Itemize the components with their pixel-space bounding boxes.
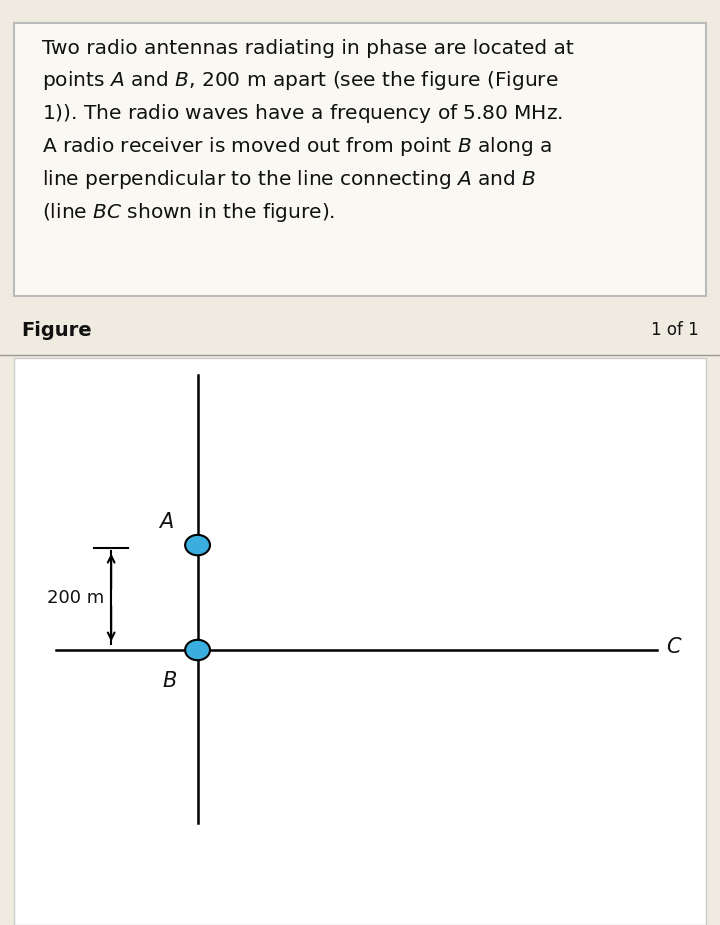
- Text: $A$: $A$: [158, 512, 174, 533]
- FancyBboxPatch shape: [14, 358, 706, 925]
- Text: $C$: $C$: [666, 637, 683, 657]
- Text: 1 of 1: 1 of 1: [651, 321, 698, 339]
- Text: Figure: Figure: [22, 320, 92, 339]
- Text: 200 m: 200 m: [47, 588, 104, 607]
- Text: Two radio antennas radiating in phase are located at
points $\it{A}$ and $\it{B}: Two radio antennas radiating in phase ar…: [42, 40, 574, 225]
- Text: $B$: $B$: [163, 672, 177, 691]
- Circle shape: [185, 640, 210, 660]
- Circle shape: [185, 535, 210, 555]
- FancyBboxPatch shape: [14, 23, 706, 296]
